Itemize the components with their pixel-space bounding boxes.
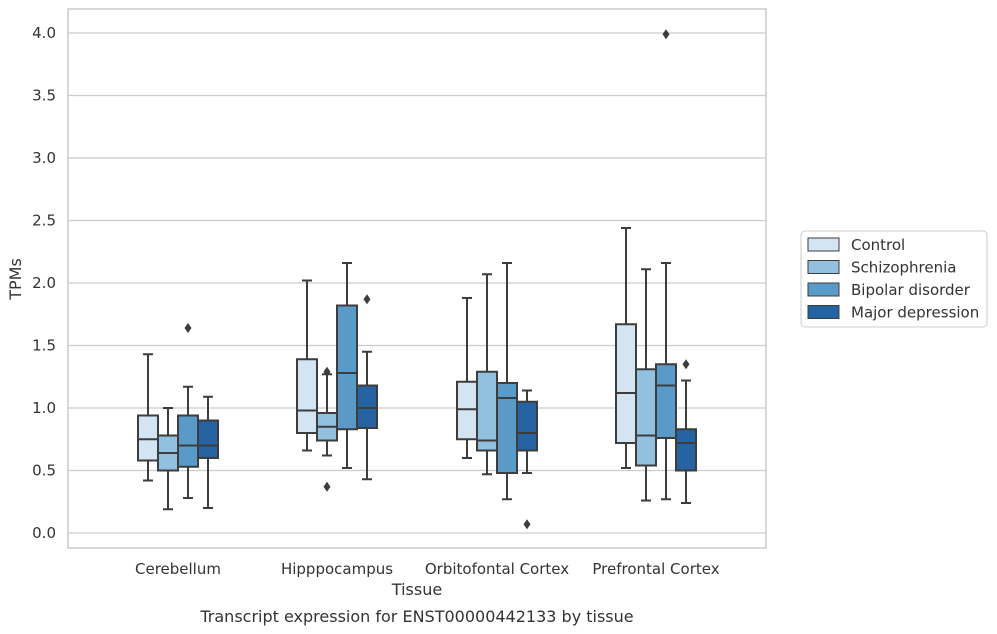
y-tick-label: 3.5: [32, 87, 56, 105]
legend-label: Control: [851, 236, 905, 254]
legend-swatch: [807, 237, 840, 252]
legend: Control Schizophrenia Bipolar disorder Majo…: [800, 230, 988, 328]
outlier-marker: [184, 323, 192, 333]
iqr-box: [476, 370, 498, 452]
box-major-depression-cerebellum: [197, 395, 219, 509]
legend-items: Control Schizophrenia Bipolar disorder Majo…: [807, 236, 979, 322]
box-schizophrenia-cerebellum: [157, 407, 179, 511]
iqr-box: [356, 384, 378, 429]
outlier-marker: [682, 359, 690, 370]
legend-label: Bipolar disorder: [851, 281, 971, 299]
legend-swatch: [807, 260, 840, 274]
box-major-depression-prefrontal-cortex: [675, 359, 697, 504]
box-major-depression-orbitofontal-cortex: [516, 389, 538, 530]
iqr-box: [655, 363, 677, 439]
x-tick-labels: Cerebellum Hipppocampus Orbitofontal Corte…: [135, 560, 720, 578]
grid-lines: [68, 32, 766, 534]
y-tick-label: 3.0: [32, 149, 56, 167]
iqr-box: [615, 323, 637, 444]
iqr-box: [456, 380, 478, 441]
legend-swatch: [807, 305, 840, 319]
y-tick-label: 4.0: [32, 24, 56, 42]
iqr-box: [137, 414, 159, 462]
iqr-box: [177, 414, 199, 468]
box-major-depression-hipppocampus: [356, 294, 378, 481]
legend-frame: [800, 230, 988, 328]
x-tick-label: Hipppocampus: [281, 560, 393, 578]
legend-label: Major depression: [851, 304, 979, 322]
y-tick-labels: 0.0 0.5 1.0 1.5 2.0 2.5 3.0 3.5 4.0: [32, 24, 56, 542]
x-tick-label: Orbitofontal Cortex: [425, 560, 569, 578]
y-axis-title: TPMs: [6, 258, 25, 301]
box-bipolar-disorder-prefrontal-cortex: [655, 29, 677, 501]
iqr-box: [336, 304, 358, 431]
y-tick-label: 1.0: [32, 399, 56, 417]
y-tick-label: 0.5: [32, 462, 56, 480]
outlier-marker: [523, 519, 531, 530]
iqr-box: [675, 428, 697, 472]
box-control-hipppocampus: [296, 279, 318, 452]
iqr-box: [197, 419, 219, 459]
box-series: [137, 29, 697, 530]
box-schizophrenia-prefrontal-cortex: [635, 268, 657, 502]
iqr-box: [296, 358, 318, 434]
outlier-marker: [323, 481, 331, 492]
x-tick-label: Prefrontal Cortex: [592, 560, 719, 578]
box-schizophrenia-orbitofontal-cortex: [476, 273, 498, 476]
outlier-marker: [323, 366, 331, 377]
y-tick-label: 2.5: [32, 212, 56, 230]
outlier-marker: [662, 29, 670, 40]
iqr-box: [496, 382, 518, 474]
box-bipolar-disorder-cerebellum: [177, 323, 199, 499]
box-control-cerebellum: [137, 353, 159, 482]
x-axis-title: Tissue: [391, 580, 442, 599]
outlier-marker: [363, 294, 371, 305]
x-tick-label: Cerebellum: [135, 560, 221, 578]
legend-swatch: [807, 282, 840, 297]
y-tick-label: 0.0: [32, 524, 56, 542]
y-tick-label: 1.5: [32, 337, 56, 355]
y-tick-label: 2.0: [32, 274, 56, 292]
chart-caption: Transcript expression for ENST0000044213…: [199, 607, 633, 626]
box-bipolar-disorder-hipppocampus: [336, 262, 358, 469]
legend-label: Schizophrenia: [851, 259, 956, 277]
box-control-orbitofontal-cortex: [456, 297, 478, 459]
iqr-box: [516, 400, 538, 452]
box-control-prefrontal-cortex: [615, 227, 637, 469]
iqr-box: [635, 368, 657, 467]
